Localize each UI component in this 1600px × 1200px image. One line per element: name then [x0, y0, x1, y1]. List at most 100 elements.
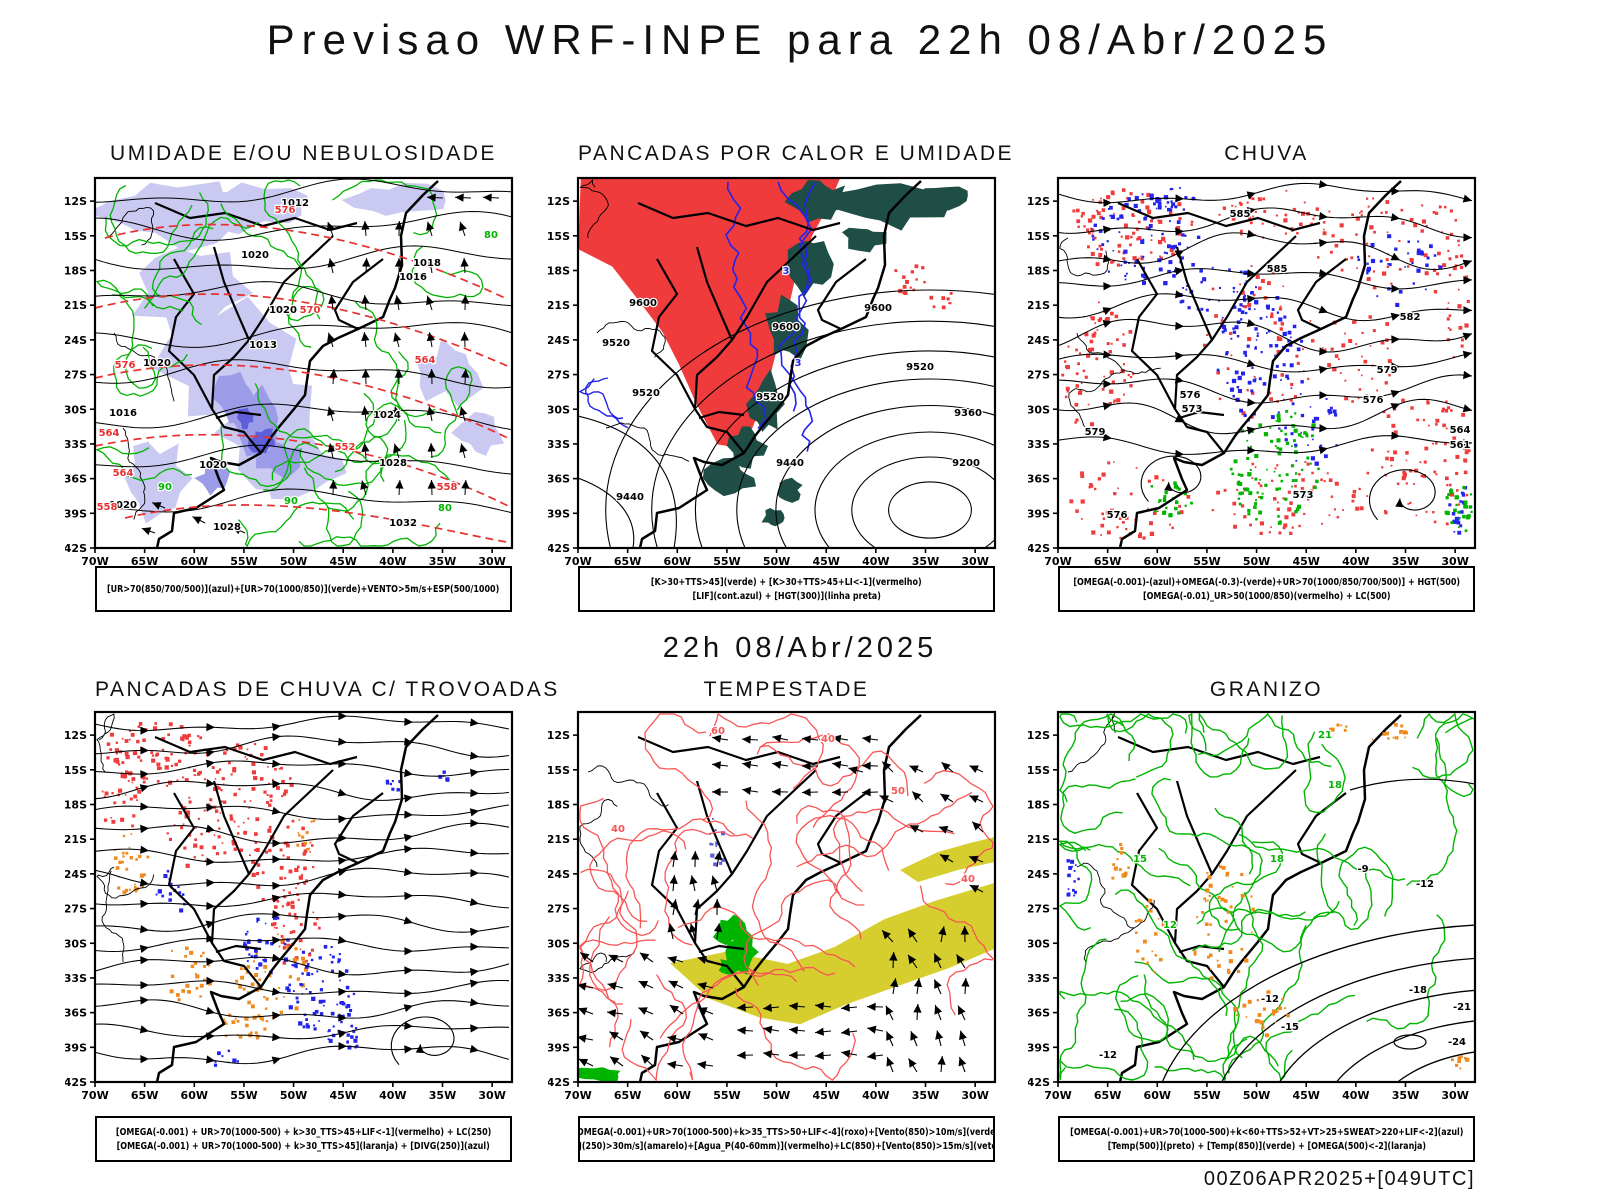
svg-text:1028: 1028: [213, 522, 241, 533]
svg-text:573: 573: [1293, 490, 1314, 501]
svg-text:50: 50: [891, 786, 905, 797]
svg-text:-12: -12: [1261, 994, 1279, 1005]
svg-text:21S: 21S: [548, 299, 570, 312]
map-umidade: 12S 15S 18S 21S 24S 27S 30S 33S 36S 39S 42S 70W 65W 6…: [64, 176, 517, 572]
panel-title: PANCADAS DE CHUVA C/ TROVOADAS: [95, 678, 560, 701]
svg-text:576: 576: [1363, 395, 1384, 406]
caption-line: [OMEGA(-0.001)+UR>70(1000-500)+k<60+TTS>…: [1069, 1126, 1464, 1138]
svg-text:12S: 12S: [1028, 729, 1050, 742]
svg-text:90: 90: [284, 496, 298, 507]
svg-text:70W: 70W: [564, 1089, 591, 1102]
valid-datetime: 22h 08/Abr/2025: [662, 632, 938, 664]
svg-text:60W: 60W: [181, 555, 208, 568]
svg-text:9520: 9520: [756, 392, 784, 403]
svg-text:-18: -18: [1409, 985, 1427, 996]
svg-text:30S: 30S: [548, 937, 570, 950]
svg-text:36S: 36S: [548, 473, 570, 486]
svg-text:65W: 65W: [614, 1089, 641, 1102]
svg-text:30S: 30S: [548, 403, 570, 416]
svg-text:585: 585: [1230, 209, 1251, 220]
svg-text:33S: 33S: [1028, 438, 1050, 451]
svg-text:39S: 39S: [548, 507, 570, 520]
svg-text:39S: 39S: [1028, 507, 1050, 520]
svg-text:30W: 30W: [1441, 1089, 1468, 1102]
map-chuva: 12S 15S 18S 21S 24S 27S 30S 33S 36S 39S 42S 70W 65W 6…: [1027, 176, 1480, 572]
svg-text:552: 552: [335, 442, 356, 453]
svg-text:15: 15: [1133, 854, 1147, 865]
svg-text:1032: 1032: [389, 518, 417, 529]
svg-text:-15: -15: [1281, 1022, 1299, 1033]
svg-text:24S: 24S: [65, 334, 87, 347]
svg-text:3: 3: [795, 358, 802, 369]
svg-text:21S: 21S: [65, 833, 87, 846]
svg-text:40: 40: [961, 874, 975, 885]
svg-text:39S: 39S: [65, 1041, 87, 1054]
svg-text:15S: 15S: [1028, 764, 1050, 777]
svg-text:27S: 27S: [548, 369, 570, 382]
svg-text:90: 90: [158, 482, 172, 493]
svg-text:1013: 1013: [249, 340, 277, 351]
svg-text:30W: 30W: [961, 555, 988, 568]
svg-text:65W: 65W: [1094, 555, 1121, 568]
svg-text:564: 564: [113, 468, 134, 479]
svg-text:33S: 33S: [548, 972, 570, 985]
svg-text:33S: 33S: [548, 438, 570, 451]
svg-text:60W: 60W: [1144, 555, 1171, 568]
svg-text:18S: 18S: [548, 265, 570, 278]
svg-text:576: 576: [1180, 390, 1201, 401]
svg-text:35W: 35W: [912, 555, 939, 568]
map-granizo: 12S 15S 18S 21S 24S 27S 30S 33S 36S 39S 42S 70W 65W 6…: [1027, 710, 1480, 1106]
svg-text:45W: 45W: [1292, 555, 1319, 568]
svg-text:12S: 12S: [548, 195, 570, 208]
svg-text:3: 3: [783, 266, 790, 277]
svg-text:570: 570: [300, 305, 321, 316]
svg-text:45W: 45W: [812, 555, 839, 568]
svg-text:12S: 12S: [548, 729, 570, 742]
svg-text:21S: 21S: [548, 833, 570, 846]
svg-text:36S: 36S: [1028, 473, 1050, 486]
svg-text:564: 564: [1450, 425, 1471, 436]
caption-line: [CJ(250)>30m/s](amarelo)+[Agua_P(40-60mm…: [578, 1140, 995, 1152]
svg-text:42S: 42S: [65, 542, 87, 555]
svg-text:65W: 65W: [614, 555, 641, 568]
svg-text:-12: -12: [1416, 879, 1434, 890]
svg-text:576: 576: [115, 360, 136, 371]
svg-text:18S: 18S: [65, 265, 87, 278]
svg-text:50W: 50W: [763, 555, 790, 568]
svg-text:582: 582: [1400, 312, 1421, 323]
svg-text:55W: 55W: [230, 555, 257, 568]
svg-text:39S: 39S: [1028, 1041, 1050, 1054]
svg-text:1018: 1018: [413, 258, 441, 269]
svg-text:21S: 21S: [65, 299, 87, 312]
caption-box: [K>30+TTS>45](verde) + [K>30+TTS>45+LI<-…: [578, 566, 995, 612]
svg-text:35W: 35W: [1392, 555, 1419, 568]
svg-text:80: 80: [438, 503, 452, 514]
svg-text:579: 579: [1085, 427, 1106, 438]
svg-text:1028: 1028: [379, 458, 407, 469]
svg-text:45W: 45W: [1292, 1089, 1319, 1102]
svg-text:70W: 70W: [81, 1089, 108, 1102]
svg-text:65W: 65W: [1094, 1089, 1121, 1102]
svg-text:42S: 42S: [65, 1076, 87, 1089]
svg-text:60: 60: [711, 726, 725, 737]
svg-text:36S: 36S: [1028, 1007, 1050, 1020]
svg-text:40: 40: [611, 824, 625, 835]
svg-text:1016: 1016: [399, 272, 427, 283]
svg-text:564: 564: [99, 428, 120, 439]
svg-text:18S: 18S: [65, 799, 87, 812]
svg-text:9600: 9600: [629, 298, 657, 309]
svg-text:558: 558: [437, 482, 458, 493]
svg-text:35W: 35W: [429, 1089, 456, 1102]
svg-text:1020: 1020: [269, 305, 297, 316]
svg-text:579: 579: [1377, 365, 1398, 376]
svg-text:60W: 60W: [664, 1089, 691, 1102]
svg-text:70W: 70W: [81, 555, 108, 568]
svg-text:21S: 21S: [1028, 299, 1050, 312]
map-tempestade: 12S 15S 18S 21S 24S 27S 30S 33S 36S 39S 42S 70W 65W 6…: [547, 710, 1000, 1106]
svg-text:35W: 35W: [912, 1089, 939, 1102]
svg-text:70W: 70W: [1044, 555, 1071, 568]
svg-text:9360: 9360: [954, 408, 982, 419]
svg-text:18S: 18S: [1028, 265, 1050, 278]
